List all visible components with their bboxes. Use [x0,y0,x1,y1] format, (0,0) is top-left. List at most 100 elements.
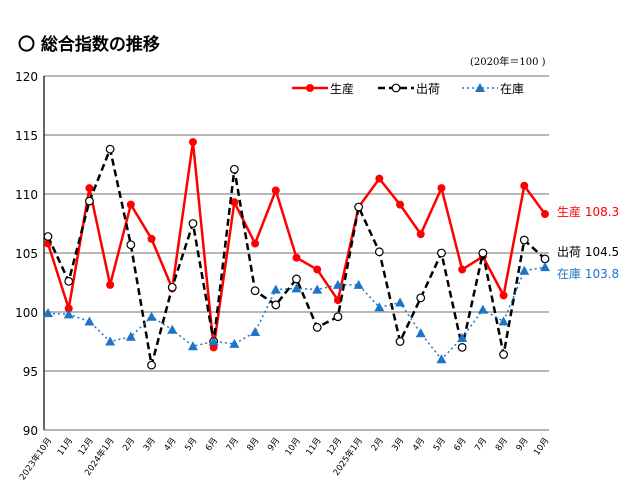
data-point [519,235,529,245]
data-point [85,184,94,193]
data-point [312,284,323,294]
end-label: 出荷 104.5 [557,245,619,259]
data-point [292,274,301,284]
x-tick-label: 4月 [163,436,179,453]
data-point [146,311,157,321]
data-point [312,322,322,332]
data-point [478,248,488,258]
data-point [147,360,156,370]
x-tick-label: 9月 [266,436,282,453]
data-point [43,232,53,241]
data-point [208,336,219,346]
data-point [106,280,115,289]
data-point [188,219,198,228]
end-label: 生産 108.3 [557,204,619,219]
y-tick-label: 105 [15,247,38,261]
data-point [333,296,342,305]
data-point [64,304,73,313]
data-point [167,324,178,334]
data-point [374,247,384,257]
data-point [353,279,364,289]
y-tick-label: 90 [23,424,38,438]
data-point [499,350,508,359]
data-point [250,327,261,337]
legend-label: 出荷 [416,82,440,96]
data-point [540,262,550,272]
data-point [167,282,177,292]
data-point [498,316,509,326]
data-point [313,265,322,274]
x-tick-label: 10月 [284,436,303,458]
data-point [43,308,53,318]
y-tick-label: 120 [15,70,38,84]
x-tick-label: 2月 [370,436,386,453]
x-tick-label: 3月 [390,436,406,453]
data-point [458,265,467,274]
data-point [374,302,385,312]
data-point [416,293,426,303]
data-point [63,309,74,319]
data-point [251,239,260,248]
x-tick-label: 5月 [432,436,448,453]
x-tick-label: 6月 [452,436,468,453]
x-tick-label: 6月 [204,436,220,453]
y-tick-label: 110 [15,188,38,202]
legend-label: 生産 [330,81,354,96]
data-point [229,338,240,348]
data-point [250,286,260,296]
data-point [187,341,198,351]
data-point [541,210,549,219]
legend-marker [475,83,485,92]
data-point [230,198,239,207]
data-point [437,248,446,258]
series-line-生産 [46,141,547,348]
y-tick-label: 100 [15,306,38,320]
x-tick-label: 2023年10月 [17,435,54,482]
data-point [229,164,239,174]
x-tick-label: 7月 [473,436,489,453]
data-point [519,265,530,275]
data-point [457,343,467,352]
data-point [416,230,425,239]
data-point [126,200,135,209]
x-tick-label: 11月 [56,436,75,458]
data-point [105,336,116,346]
data-point [396,200,405,209]
data-point [126,240,136,250]
data-point [333,312,343,322]
x-tick-label: 5月 [183,436,199,453]
end-label: 在庫 103.8 [557,267,619,281]
x-tick-label: 11月 [304,436,323,458]
data-point [395,297,406,307]
data-point [188,138,197,147]
data-point [292,253,301,262]
data-point [395,337,405,346]
data-point [332,279,343,289]
data-point [415,328,426,338]
data-point [437,184,446,193]
data-point [436,354,447,364]
x-tick-label: 3月 [142,436,158,453]
x-tick-label: 12月 [77,436,96,458]
data-point [354,202,364,212]
data-point [457,332,468,342]
data-point [85,196,94,206]
x-tick-label: 9月 [515,436,531,453]
x-tick-label: 12月 [325,436,344,458]
chart-title: 〇 総合指数の推移 [18,35,160,55]
legend-marker [391,83,401,93]
data-point [271,300,281,310]
data-point [291,283,302,293]
data-point [375,174,384,183]
y-tick-label: 115 [15,129,38,143]
data-point [270,284,281,294]
data-point [271,186,280,195]
data-point [520,181,529,190]
data-point [84,316,95,326]
data-point [64,276,74,286]
data-point [499,291,508,300]
base-year-note: (2020年＝100 ) [470,57,546,68]
legend-marker [306,84,314,92]
legend-label: 在庫 [500,82,524,96]
